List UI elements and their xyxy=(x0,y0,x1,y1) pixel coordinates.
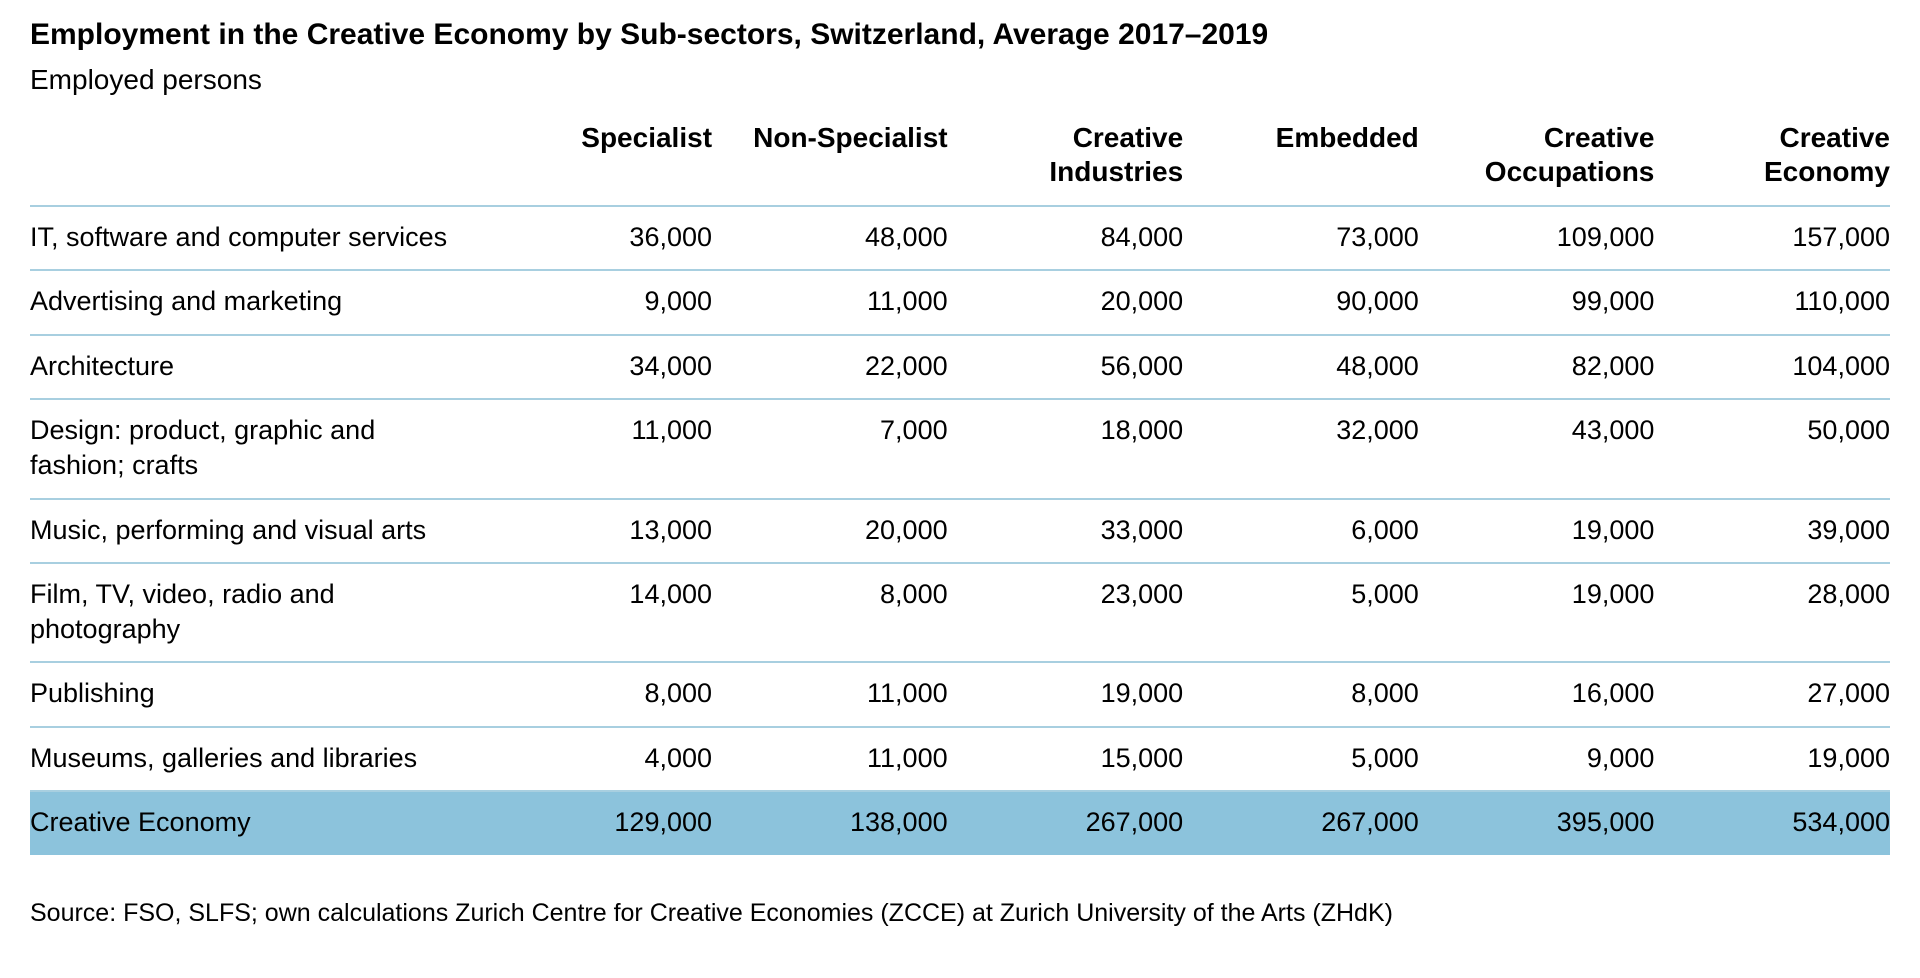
cell-value: 82,000 xyxy=(1571,350,1655,381)
col-header-creative-economy: Creative Economy xyxy=(1763,121,1890,187)
row-label: IT, software and computer services xyxy=(30,221,448,252)
total-cell-value: 534,000 xyxy=(1654,791,1890,855)
col-header-embedded: Embedded xyxy=(1275,121,1419,153)
row-label: Design: product, graphic and fashion; cr… xyxy=(30,415,376,480)
table-row: IT, software and computer services 36,00… xyxy=(30,205,1890,271)
cell-value: 33,000 xyxy=(1100,514,1184,545)
cell-value: 23,000 xyxy=(1100,579,1184,610)
col-header-creative-industries: Creative Industries xyxy=(1049,121,1184,187)
figure-title: Employment in the Creative Economy by Su… xyxy=(30,18,1269,51)
row-label: Film, TV, video, radio and photography xyxy=(30,579,335,644)
cell-value: 11,000 xyxy=(631,415,713,446)
cell-value: 28,000 xyxy=(1807,579,1890,610)
cell-value: 43,000 xyxy=(1571,415,1655,446)
cell-value: 4,000 xyxy=(644,742,713,773)
row-label: Music, performing and visual arts xyxy=(30,514,427,545)
table-row: Design: product, graphic and fashion; cr… xyxy=(30,399,1890,498)
cell-value: 32,000 xyxy=(1336,415,1419,446)
row-label: Architecture xyxy=(30,350,175,381)
col-header-non-specialist: Non-Specialist xyxy=(753,121,948,153)
cell-value: 22,000 xyxy=(865,350,948,381)
employment-table: Specialist Non-Specialist Creative Indus… xyxy=(30,111,1890,855)
cell-value: 20,000 xyxy=(1100,286,1184,317)
cell-value: 9,000 xyxy=(644,286,713,317)
total-cell-value: 138,000 xyxy=(712,791,948,855)
cell-value: 8,000 xyxy=(880,579,948,610)
cell-value: 16,000 xyxy=(1571,678,1655,709)
cell-value: 11,000 xyxy=(867,286,948,317)
cell-value: 11,000 xyxy=(867,742,948,773)
cell-value: 5,000 xyxy=(1351,579,1419,610)
cell-value: 15,000 xyxy=(1100,742,1184,773)
cell-value: 18,000 xyxy=(1100,415,1184,446)
cell-value: 110,000 xyxy=(1794,286,1890,317)
cell-value: 39,000 xyxy=(1807,514,1890,545)
cell-value: 19,000 xyxy=(1100,678,1184,709)
row-label: Advertising and marketing xyxy=(30,286,343,317)
cell-value: 73,000 xyxy=(1336,221,1419,252)
figure-subtitle: Employed persons xyxy=(30,63,262,95)
cell-value: 19,000 xyxy=(1571,579,1655,610)
cell-value: 90,000 xyxy=(1336,286,1419,317)
cell-value: 14,000 xyxy=(629,579,713,610)
col-header-creative-occupations: Creative Occupations xyxy=(1484,121,1655,187)
table-row: Publishing 8,000 11,000 19,000 8,000 16,… xyxy=(30,662,1890,727)
table-row: Film, TV, video, radio and photography 1… xyxy=(30,563,1890,662)
table-row: Advertising and marketing 9,000 11,000 2… xyxy=(30,270,1890,335)
header-row: Specialist Non-Specialist Creative Indus… xyxy=(30,111,1890,206)
cell-value: 8,000 xyxy=(644,678,713,709)
cell-value: 48,000 xyxy=(1336,350,1419,381)
cell-value: 109,000 xyxy=(1556,221,1655,252)
cell-value: 6,000 xyxy=(1351,514,1419,545)
source-note: Source: FSO, SLFS; own calculations Zuri… xyxy=(30,898,1393,927)
cell-value: 13,000 xyxy=(629,514,713,545)
cell-value: 27,000 xyxy=(1807,678,1890,709)
cell-value: 7,000 xyxy=(880,415,948,446)
row-label: Museums, galleries and libraries xyxy=(30,742,418,773)
cell-value: 36,000 xyxy=(629,221,713,252)
table-row: Architecture 34,000 22,000 56,000 48,000… xyxy=(30,334,1890,400)
row-label: Publishing xyxy=(30,678,155,709)
cell-value: 11,000 xyxy=(867,678,948,709)
total-cell-value: 267,000 xyxy=(1183,791,1419,855)
cell-value: 157,000 xyxy=(1792,221,1890,252)
total-cell-value: 395,000 xyxy=(1418,791,1655,855)
cell-value: 104,000 xyxy=(1792,350,1890,381)
total-row: Creative Economy 129,000 138,000 267,000… xyxy=(30,791,1890,855)
corner-cell xyxy=(30,111,476,206)
total-cell-value: 267,000 xyxy=(947,791,1184,855)
cell-value: 20,000 xyxy=(865,514,948,545)
cell-value: 84,000 xyxy=(1100,221,1184,252)
cell-value: 48,000 xyxy=(865,221,948,252)
total-cell-value: 129,000 xyxy=(476,791,713,855)
figure-page: Employment in the Creative Economy by Su… xyxy=(30,18,1890,927)
cell-value: 50,000 xyxy=(1807,415,1890,446)
col-header-specialist: Specialist xyxy=(581,121,713,153)
total-row-label: Creative Economy xyxy=(30,791,477,855)
table-row: Music, performing and visual arts 13,000… xyxy=(30,498,1890,564)
cell-value: 99,000 xyxy=(1571,286,1655,317)
cell-value: 56,000 xyxy=(1100,350,1184,381)
cell-value: 5,000 xyxy=(1351,742,1419,773)
cell-value: 19,000 xyxy=(1571,514,1655,545)
cell-value: 8,000 xyxy=(1351,678,1419,709)
table-row: Museums, galleries and libraries 4,000 1… xyxy=(30,726,1890,792)
cell-value: 9,000 xyxy=(1586,742,1655,773)
cell-value: 19,000 xyxy=(1807,742,1890,773)
cell-value: 34,000 xyxy=(629,350,713,381)
